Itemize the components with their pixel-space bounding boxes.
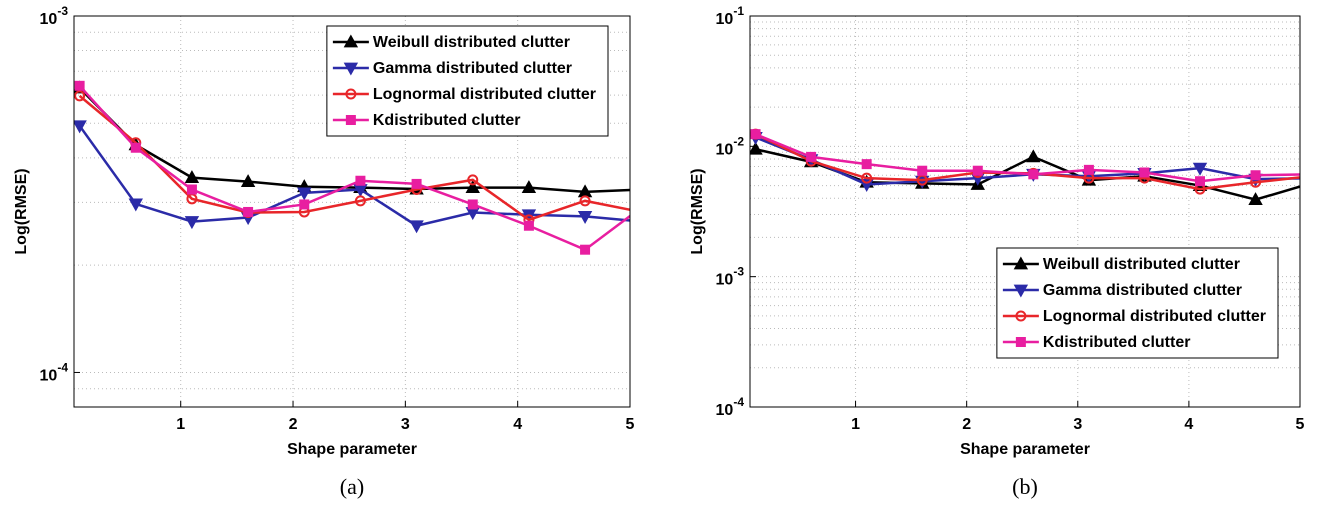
series-group <box>750 128 1317 206</box>
x-tick-label: 5 <box>626 416 635 433</box>
data-point <box>861 159 872 170</box>
data-point <box>1139 167 1150 178</box>
data-point <box>577 211 593 224</box>
data-point <box>299 199 310 210</box>
data-point <box>1028 169 1039 180</box>
legend-label: Lognormal distributed clutter <box>1043 308 1266 325</box>
legend-box <box>996 247 1279 359</box>
data-point <box>186 184 197 195</box>
legend-label: Kdistributed clutter <box>1043 334 1191 351</box>
data-point <box>637 204 645 212</box>
data-point <box>297 187 312 201</box>
data-point <box>354 195 366 207</box>
caption: (a) <box>340 474 364 499</box>
legend-marker <box>1015 337 1026 347</box>
data-point <box>972 165 983 176</box>
legend-label: Gamma distributed clutter <box>373 60 572 77</box>
data-point <box>1306 174 1317 184</box>
y-axis-label: Log(RMSE) <box>689 168 706 254</box>
legend-label: Kdistributed clutter <box>373 112 521 129</box>
legend-label: Weibull distributed clutter <box>1043 256 1240 273</box>
x-tick-label: 2 <box>289 416 298 433</box>
x-tick-label: 5 <box>1296 416 1305 433</box>
legend-box <box>326 25 609 137</box>
data-point <box>184 216 200 230</box>
x-tick-label: 2 <box>962 416 971 433</box>
x-tick-label: 4 <box>513 416 522 433</box>
data-point <box>243 206 254 217</box>
data-point <box>1307 172 1316 181</box>
x-tick-label: 1 <box>851 416 860 433</box>
data-point <box>1307 170 1315 178</box>
data-point <box>523 220 534 231</box>
legend-label: Weibull distributed clutter <box>373 34 570 51</box>
series-line <box>78 94 630 222</box>
x-axis-label: Shape parameter <box>960 441 1090 458</box>
data-point <box>917 165 928 176</box>
data-point <box>750 129 761 140</box>
series-group <box>74 80 647 255</box>
data-point <box>465 180 480 194</box>
data-point <box>806 151 817 162</box>
data-point <box>637 207 646 216</box>
legend-marker <box>345 88 357 100</box>
legend-marker <box>1013 256 1029 270</box>
data-point <box>1250 170 1261 181</box>
data-point <box>184 170 200 184</box>
legend-marker <box>343 62 359 76</box>
x-axis-label: Shape parameter <box>287 441 417 458</box>
data-point <box>521 180 537 194</box>
legend-marker <box>1015 310 1027 322</box>
caption: (b) <box>1012 474 1038 499</box>
y-tick-label: 10-2 <box>716 135 745 159</box>
data-point <box>1083 164 1094 175</box>
legend-label: Gamma distributed clutter <box>1043 282 1242 299</box>
y-tick-label: 10-4 <box>716 395 745 419</box>
data-point <box>1192 162 1208 176</box>
y-tick-label: 10-4 <box>40 361 69 385</box>
data-point <box>130 142 141 153</box>
legend-marker <box>343 34 359 48</box>
data-point <box>1248 192 1263 206</box>
data-point <box>467 174 479 186</box>
data-point <box>1306 178 1317 188</box>
legend-label: Lognormal distributed clutter <box>373 86 596 103</box>
data-point <box>409 220 424 234</box>
y-tick-label: 10-3 <box>40 4 69 28</box>
data-point <box>636 184 647 194</box>
data-point <box>1026 149 1041 163</box>
x-tick-label: 3 <box>401 416 410 433</box>
x-tick-label: 1 <box>176 416 185 433</box>
data-point <box>636 217 647 227</box>
y-tick-label: 10-3 <box>716 265 745 289</box>
y-axis-label: Log(RMSE) <box>13 168 30 254</box>
x-tick-label: 4 <box>1184 416 1193 433</box>
data-point <box>240 174 256 188</box>
data-point <box>74 90 86 102</box>
data-point <box>74 80 85 91</box>
data-point <box>1195 176 1205 187</box>
data-point <box>411 178 422 189</box>
legend: Weibull distributed clutter Gamma distrib… <box>996 247 1279 359</box>
y-tick-label: 10-1 <box>716 4 745 28</box>
data-point <box>128 198 143 212</box>
data-point <box>74 120 87 134</box>
data-point <box>861 172 873 184</box>
x-tick-label: 3 <box>1073 416 1082 433</box>
data-point <box>750 141 763 155</box>
legend: Weibull distributed clutter Gamma distrib… <box>326 25 609 137</box>
data-point <box>580 244 591 255</box>
data-point <box>467 199 478 210</box>
legend-marker <box>1013 284 1029 298</box>
legend-marker <box>345 115 356 125</box>
axes-frame <box>749 15 1301 408</box>
data-point <box>355 175 366 186</box>
axes-frame <box>73 15 631 408</box>
data-point <box>579 195 591 207</box>
